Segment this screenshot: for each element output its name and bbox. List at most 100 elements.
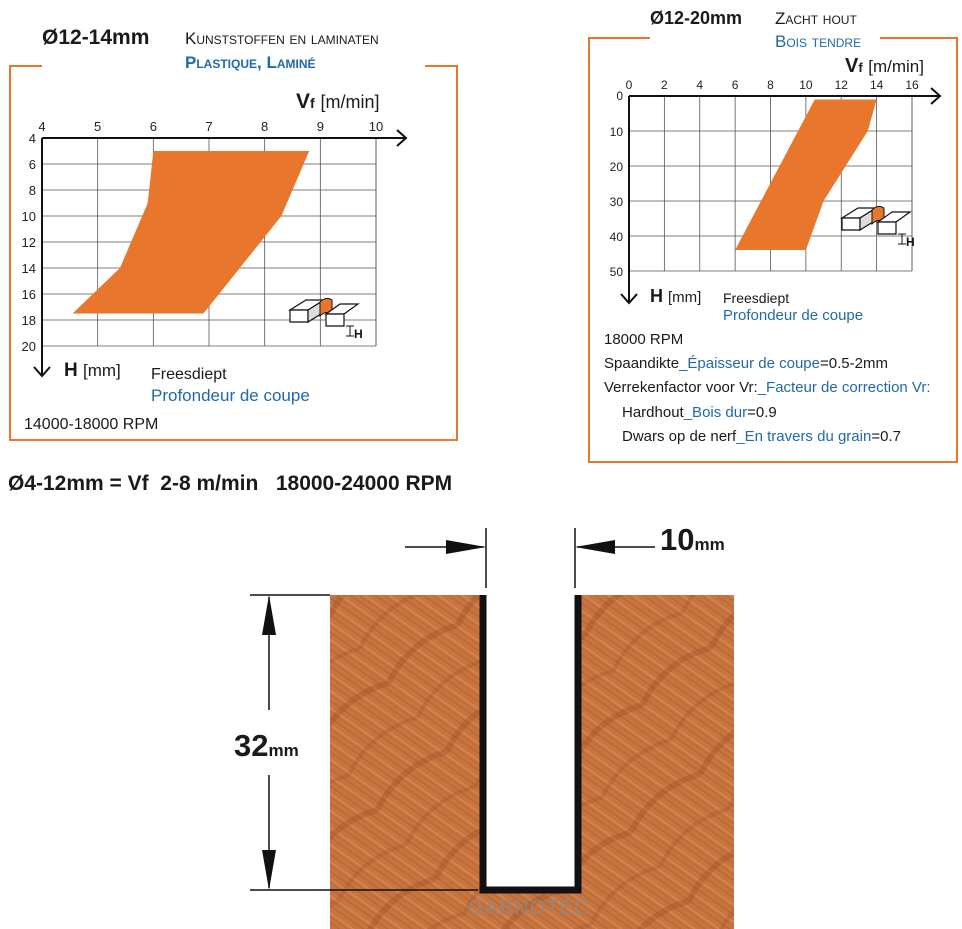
right-x-tick: 16 [905, 78, 919, 92]
left-y-tick: 12 [22, 235, 36, 250]
left-x-arrow [396, 129, 408, 147]
right-feed-region [735, 99, 877, 250]
left-y-tick: 18 [22, 313, 36, 328]
right-note-corr-nl: Verrekenfactor voor Vr: [604, 379, 758, 396]
right-note-cross: Dwars op de nerf_En travers du grain=0.7 [622, 428, 901, 445]
left-y-arrow [33, 366, 51, 378]
depth-value: 32mm [234, 728, 299, 764]
left-y-tick: 6 [29, 157, 36, 172]
right-x-label: Vf [m/min] [845, 55, 924, 78]
watermark: GARNOTEC [468, 897, 590, 919]
left-x-tick: 8 [261, 119, 268, 134]
left-x-label: Vf [m/min] [296, 90, 380, 114]
right-note-cross-val: =0.7 [871, 428, 901, 445]
right-y-arrow [620, 293, 638, 305]
right-material-nl: Zacht hout [775, 9, 857, 28]
right-chart: 0 2 4 6 8 10 12 14 16 10 20 30 40 50 0 H [610, 78, 942, 305]
right-note-hard-val: =0.9 [747, 404, 777, 421]
left-y-tick: 20 [22, 339, 36, 354]
left-x-label-sub: f [310, 95, 315, 111]
right-x-label-sub: f [858, 60, 863, 75]
left-groove-icon [287, 297, 360, 337]
right-x-tick: 4 [696, 78, 703, 92]
right-panel-frame [588, 37, 958, 463]
depth-dimension [250, 594, 478, 891]
left-material-fr: Plastique, Laminé [185, 53, 316, 72]
width-value: 10mm [660, 522, 725, 558]
right-note-chip-fr: _Épaisseur de coupe [679, 355, 820, 372]
left-diameter: Ø12-14mm [42, 26, 150, 49]
groove-cut [479, 590, 582, 894]
right-y-tick: 40 [610, 230, 624, 244]
left-y-tick: 10 [22, 209, 36, 224]
width-dimension [405, 528, 655, 588]
left-y-unit: [mm] [83, 361, 121, 380]
width-unit: mm [694, 535, 725, 554]
left-x-tick: 6 [150, 119, 157, 134]
left-y-tick: 4 [29, 131, 36, 146]
right-y-tick: 20 [610, 160, 624, 174]
right-diameter: Ø12-20mm [650, 8, 743, 28]
right-x-tick: 0 [626, 78, 633, 92]
right-x-unit: [m/min] [868, 57, 924, 76]
right-x-tick: 12 [835, 78, 849, 92]
right-rpm: 18000 RPM [604, 331, 684, 348]
left-icon-label: H [354, 327, 363, 341]
width-number: 10 [660, 522, 695, 557]
right-panel: Ø12-20mm Zacht hout Bois tendre Vf [m/mi… [580, 0, 962, 470]
left-feed-region [72, 151, 310, 314]
left-x-tick: 4 [38, 119, 45, 134]
right-material-fr: Bois tendre [775, 32, 862, 51]
right-y-label-fr: Profondeur de coupe [723, 307, 864, 324]
left-y-tick: 8 [29, 183, 36, 198]
left-panel-frame [9, 65, 458, 441]
left-material-nl: Kunststoffen en laminaten [185, 29, 379, 48]
right-note-cross-fr: _En travers du grain [736, 428, 872, 445]
left-chart: 4 5 6 7 8 9 10 4 6 8 10 12 14 16 18 20 H [22, 119, 408, 378]
right-x-tick: 6 [732, 78, 739, 92]
left-x-tick: 10 [369, 119, 383, 134]
depth-number: 32 [234, 728, 269, 763]
right-note-chip-nl: Spaandikte [604, 355, 680, 372]
right-y-tick: 50 [610, 265, 624, 279]
groove-diagram [250, 528, 734, 929]
right-note-chip: Spaandikte_Épaisseur de coupe=0.5-2mm [604, 355, 888, 372]
left-x-tick: 7 [205, 119, 212, 134]
left-x-tick: 5 [94, 119, 101, 134]
right-x-tick: 2 [661, 78, 668, 92]
right-x-tick: 8 [767, 78, 774, 92]
left-y-tick: 16 [22, 287, 36, 302]
depth-unit: mm [268, 741, 299, 760]
right-y-tick: 0 [616, 89, 623, 103]
right-y-label: H [mm] [650, 286, 701, 307]
right-note-cross-nl: Dwars op de nerf [622, 428, 737, 445]
right-y-tick: 10 [610, 125, 624, 139]
right-x-label-bold: V [845, 55, 859, 77]
right-note-chip-val: =0.5-2mm [820, 355, 888, 372]
right-icon-label: H [906, 235, 915, 249]
left-y-label-fr: Profondeur de coupe [151, 386, 310, 405]
left-y-label: H [mm] [64, 360, 121, 382]
left-y-tick: 14 [22, 261, 36, 276]
right-y-label-nl: Freesdiept [723, 290, 790, 306]
summary-line: Ø4-12mm = Vf 2-8 m/min 18000-24000 RPM [8, 472, 453, 495]
left-y-label-nl: Freesdiept [151, 366, 227, 383]
right-y-label-bold: H [650, 286, 663, 306]
right-note-hard-fr: _Bois dur [683, 404, 748, 421]
right-note-corr-fr: _Facteur de correction Vr: [757, 379, 931, 396]
left-rpm: 14000-18000 RPM [24, 416, 159, 433]
right-x-arrow [930, 87, 942, 105]
left-x-unit: [m/min] [320, 92, 380, 112]
right-groove-icon [839, 205, 912, 245]
right-note-hard-nl: Hardhout [622, 404, 684, 421]
right-note-hard: Hardhout_Bois dur=0.9 [622, 404, 777, 421]
left-panel: Ø12-14mm Kunststoffen en laminaten Plast… [0, 0, 470, 450]
left-x-label-bold: V [296, 90, 311, 113]
right-x-tick: 14 [870, 78, 884, 92]
right-note-corr: Verrekenfactor voor Vr:_Facteur de corre… [604, 379, 931, 396]
right-x-tick: 10 [799, 78, 813, 92]
left-y-label-bold: H [64, 360, 78, 381]
right-y-unit: [mm] [668, 289, 702, 306]
left-x-tick: 9 [317, 119, 324, 134]
right-y-tick: 30 [610, 195, 624, 209]
